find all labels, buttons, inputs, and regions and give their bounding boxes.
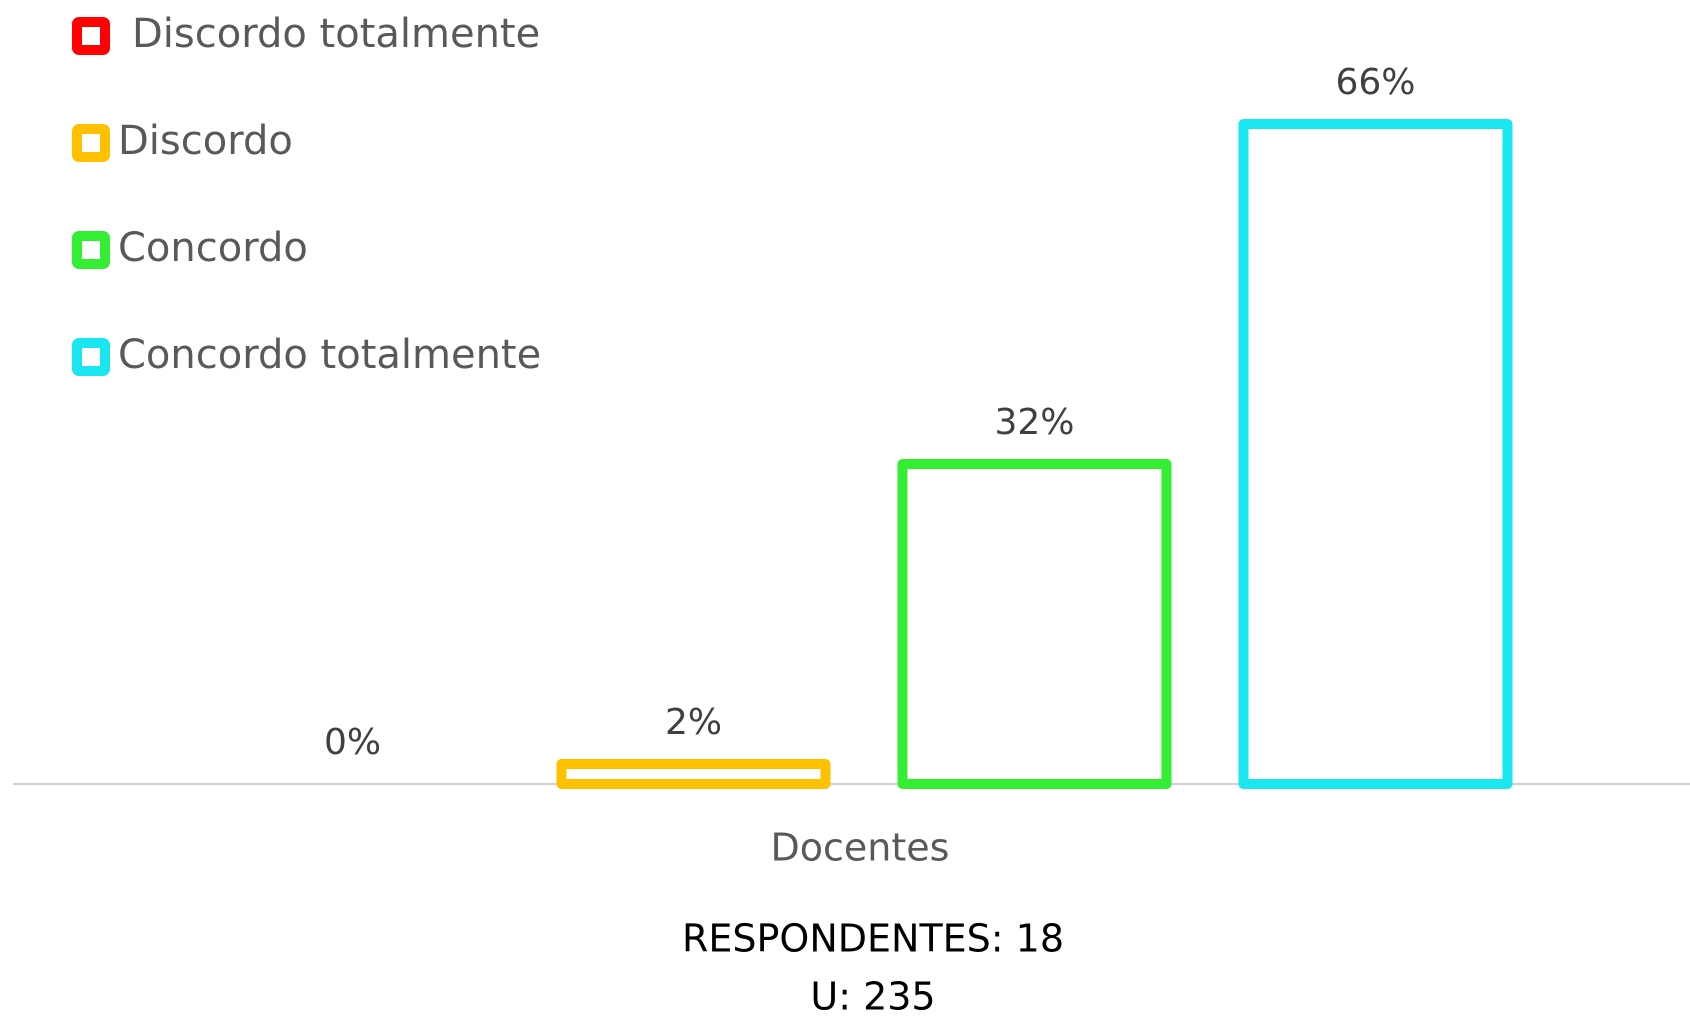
legend-swatch <box>72 124 110 162</box>
legend-label: Discordo totalmente <box>132 11 540 57</box>
bar <box>897 459 1172 789</box>
legend-swatch <box>72 338 110 376</box>
value-label: 66% <box>1335 62 1415 103</box>
bar <box>1238 119 1513 789</box>
legend-label: Concordo totalmente <box>118 332 541 378</box>
legend-swatch <box>72 231 110 269</box>
value-label: 0% <box>324 722 381 763</box>
category-label: Docentes <box>771 826 950 870</box>
bar <box>556 759 831 789</box>
legend-label: Concordo <box>118 225 308 271</box>
value-label: 32% <box>994 402 1074 443</box>
legend-swatch <box>72 17 110 55</box>
legend-label: Discordo <box>118 118 293 164</box>
note: U: 235 <box>810 975 935 1019</box>
note: RESPONDENTES: 18 <box>682 917 1064 961</box>
value-label: 2% <box>665 702 722 743</box>
